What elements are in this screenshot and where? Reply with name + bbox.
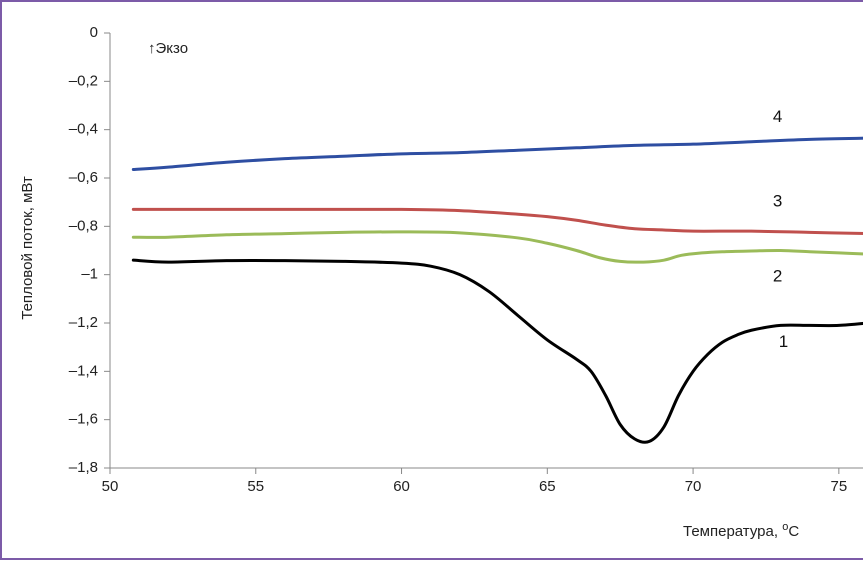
exo-annotation: ↑Экзо bbox=[148, 40, 188, 57]
x-axis-label-sup: o bbox=[782, 521, 788, 533]
y-tick-label: –0,4 bbox=[69, 121, 98, 138]
series-line-4 bbox=[131, 136, 863, 172]
x-tick-label: 75 bbox=[831, 478, 848, 495]
series-layer bbox=[131, 136, 863, 444]
y-axis-label: Тепловой поток, мВт bbox=[19, 176, 36, 320]
y-tick-label: 0 bbox=[90, 24, 98, 41]
series-line-1 bbox=[131, 258, 863, 444]
series-label-3: 3 bbox=[773, 192, 782, 211]
axes: 0 –0,2 –0,4 –0,6 –0,8 –1 –1,2 –1,4 –1,6 –1,850 55 6… bbox=[69, 24, 863, 495]
x-axis-label-main: Температура, bbox=[683, 523, 782, 540]
series-label-1: 1 bbox=[779, 332, 788, 351]
series-line-3 bbox=[131, 207, 863, 235]
y-tick-label: –1,8 bbox=[69, 459, 98, 476]
x-tick-label: 55 bbox=[247, 478, 264, 495]
labels-layer: 4 3 2 1 bbox=[773, 107, 788, 351]
y-tick-label: –1 bbox=[81, 266, 98, 283]
y-tick-label: –0,8 bbox=[69, 217, 98, 234]
series-label-2: 2 bbox=[773, 267, 782, 286]
series-label-4: 4 bbox=[773, 107, 782, 126]
x-tick-label: 70 bbox=[685, 478, 702, 495]
x-tick-label: 50 bbox=[102, 478, 119, 495]
x-tick-label: 65 bbox=[539, 478, 556, 495]
y-tick-label: –0,2 bbox=[69, 72, 98, 89]
x-axis-label-tail: C bbox=[788, 523, 799, 540]
y-tick-label: –1,2 bbox=[69, 314, 98, 331]
x-tick-label: 60 bbox=[393, 478, 410, 495]
y-tick-label: –1,6 bbox=[69, 411, 98, 428]
y-tick-label: –0,6 bbox=[69, 169, 98, 186]
y-tick-label: –1,4 bbox=[69, 362, 98, 379]
series-line-2 bbox=[131, 230, 863, 264]
x-axis-label: Температура, oC bbox=[683, 521, 799, 540]
